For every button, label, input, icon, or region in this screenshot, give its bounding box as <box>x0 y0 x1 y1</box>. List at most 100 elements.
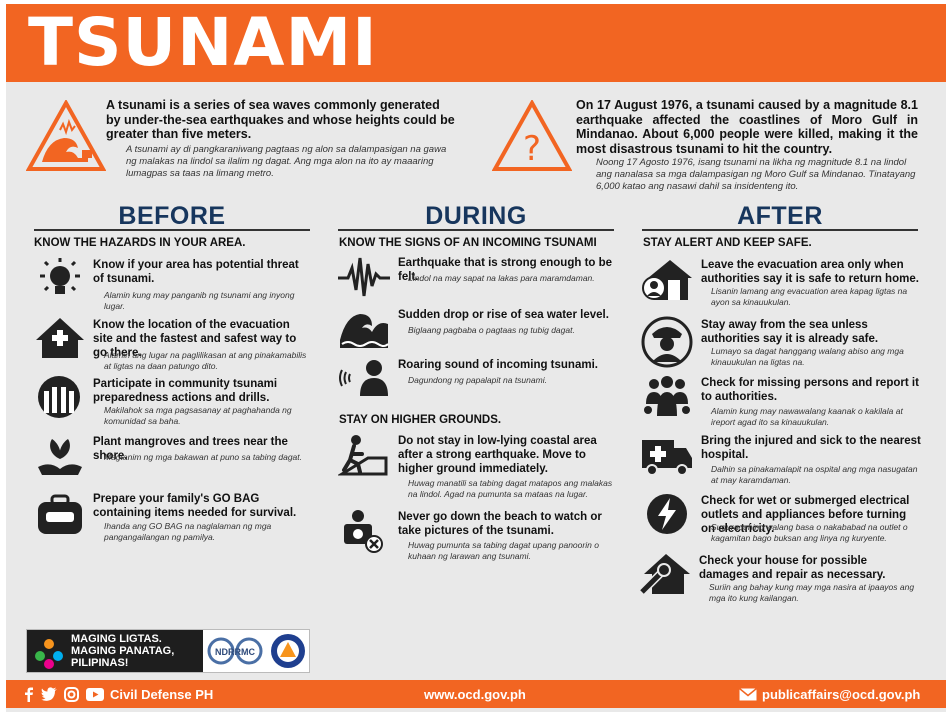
before-item-text: Prepare your family's GO BAG containing … <box>93 493 297 519</box>
ocd-seal-logo <box>271 634 305 668</box>
no-camera-icon <box>344 510 383 553</box>
before-item: Prepare your family's GO BAG containing … <box>34 492 314 548</box>
page-title: TSUNAMI <box>28 4 378 81</box>
twitter-icon[interactable] <box>41 687 57 701</box>
after-item-subtext: Suriin ang bahay kung may mga nasira at … <box>709 582 915 603</box>
after-heading: STAY ALERT AND KEEP SAFE. <box>643 237 812 249</box>
after-item: Leave the evacuation area only when auth… <box>640 258 920 314</box>
before-item: Know the location of the evacuation site… <box>34 316 314 374</box>
return-home-icon <box>642 260 692 300</box>
during-heading: KNOW THE SIGNS OF AN INCOMING TSUNAMI <box>339 237 597 249</box>
before-item-subtext: Alamin ang lugar na paglilikasan at ang … <box>104 350 307 371</box>
before-item: Plant mangroves and trees near the shore… <box>34 433 314 483</box>
before-item: Participate in community tsunami prepare… <box>34 375 314 427</box>
before-heading: KNOW THE HAZARDS IN YOUR AREA. <box>34 237 246 249</box>
maging-ligtas-logo: MAGING LIGTAS. MAGING PANATAG, PILIPINAS… <box>27 630 203 672</box>
after-item-text: Check for missing persons and report it … <box>701 377 919 403</box>
group-people-icon <box>644 376 690 416</box>
footer-bar: Civil Defense PH www.ocd.gov.ph publicaf… <box>6 680 946 708</box>
after-item-text: Stay away from the sea unless authoritie… <box>701 319 879 345</box>
before-item-subtext: Alamin kung may panganib ng tsunami ang … <box>104 290 295 311</box>
intro-left-english: A tsunami is a series of sea waves commo… <box>106 98 455 141</box>
logo-line-2: MAGING PANATAG, <box>71 645 175 657</box>
seismograph-icon <box>338 257 390 297</box>
after-item-text: Check for wet or submerged electrical ou… <box>701 495 910 535</box>
during-item-text: Sudden drop or rise of sea water level. <box>398 309 609 321</box>
before-item-text: Know if your area has potential threat o… <box>93 259 299 285</box>
during-title: DURING <box>425 202 527 230</box>
evacuation-house-icon <box>36 318 84 358</box>
before-item-text: Participate in community tsunami prepare… <box>93 378 278 404</box>
house-repair-icon <box>639 554 690 595</box>
after-item: Bring the injured and sick to the neares… <box>640 432 921 488</box>
during-heading-2: STAY ON HIGHER GROUNDS. <box>339 414 502 426</box>
after-item-text: Check your house for possible damages an… <box>699 555 886 581</box>
intro-left-tagalog: A tsunami ay di pangkaraniwang pagtaas n… <box>126 144 447 179</box>
during-item: Sudden drop or rise of sea water level. … <box>338 306 618 352</box>
logo-line-1: MAGING LIGTAS. <box>71 633 162 645</box>
svg-text:?: ? <box>523 129 541 169</box>
before-item-text: Plant mangroves and trees near the shore… <box>93 436 288 462</box>
listening-person-icon <box>339 360 388 396</box>
footer-website[interactable]: www.ocd.gov.ph <box>424 687 526 702</box>
during-item-2: Do not stay in low-lying coastal area af… <box>338 432 618 500</box>
during-item: Roaring sound of incoming tsunami. Dagun… <box>338 356 618 400</box>
after-item-text: Leave the evacuation area only when auth… <box>701 259 919 285</box>
after-item: Check your house for possible damages an… <box>638 552 920 608</box>
partner-logos: MAGING LIGTAS. MAGING PANATAG, PILIPINAS… <box>26 629 310 673</box>
during-item-text: Do not stay in low-lying coastal area af… <box>398 435 597 475</box>
during-item-subtext: Dagundong ng papalapit na tsunami. <box>408 375 547 385</box>
question-warning-icon: ? <box>492 100 572 171</box>
after-item-subtext: Lisanin lamang ang evacuation area kapag… <box>711 286 908 307</box>
during-item-subtext: Huwag manatili sa tabing dagat matapos a… <box>408 478 613 499</box>
during-item-text: Earthquake that is strong enough to be f… <box>398 257 613 283</box>
during-item-subtext: Biglaang pagbaba o pagtaas ng tubig daga… <box>408 325 575 335</box>
plant-hand-icon <box>38 439 82 475</box>
after-item: Check for missing persons and report it … <box>640 374 920 430</box>
project-noah-logo <box>35 639 63 669</box>
after-item: Check for wet or submerged electrical ou… <box>640 492 920 548</box>
before-item-text: Know the location of the evacuation site… <box>93 319 297 359</box>
footer-brand[interactable]: Civil Defense PH <box>110 687 214 702</box>
during-item-subtext: Lindol na may sapat na lakas para maramd… <box>408 273 595 283</box>
tsunami-warning-icon <box>26 100 106 171</box>
during-item-2: Never go down the beach to watch or take… <box>338 508 618 566</box>
intro-right-tagalog: Noong 17 Agosto 1976, isang tsunami na l… <box>596 157 916 192</box>
after-item-subtext: Suguraduhing walang basa o nakababad na … <box>711 522 908 543</box>
mail-icon <box>739 688 757 701</box>
during-item-text: Never go down the beach to watch or take… <box>398 511 602 537</box>
instagram-icon[interactable] <box>64 687 79 702</box>
wave-icon <box>340 314 389 348</box>
after-item-subtext: Lumayo sa dagat hanggang walang abiso an… <box>711 346 904 367</box>
during-item: Earthquake that is strong enough to be f… <box>338 254 618 300</box>
after-item-text: Bring the injured and sick to the neares… <box>701 435 921 461</box>
climbing-person-icon <box>338 435 388 476</box>
after-rule <box>642 229 918 231</box>
during-rule <box>338 229 614 231</box>
before-title: BEFORE <box>118 202 226 230</box>
ndrrmc-logo: NDRRMC <box>207 632 263 670</box>
during-item-text: Roaring sound of incoming tsunami. <box>398 359 598 371</box>
during-item-subtext: Huwag pumunta sa tabing dagat upang pano… <box>408 540 599 561</box>
electric-icon <box>647 494 687 534</box>
before-item-subtext: Ihanda ang GO BAG na naglalaman ng mga p… <box>104 521 272 542</box>
intro-right-english: On 17 August 1976, a tsunami caused by a… <box>576 98 918 156</box>
facebook-icon[interactable] <box>23 687 35 702</box>
before-item-subtext: Makilahok sa mga pagsasanay at paghahand… <box>104 405 292 426</box>
after-item: Stay away from the sea unless authoritie… <box>640 316 920 372</box>
after-title: AFTER <box>737 202 823 230</box>
ambulance-icon <box>642 440 692 476</box>
before-item: Know if your area has potential threat o… <box>34 256 314 311</box>
raised-hands-icon <box>38 376 80 418</box>
youtube-icon[interactable] <box>86 688 104 701</box>
header-banner: TSUNAMI <box>6 4 946 82</box>
bulb-icon <box>40 258 80 294</box>
go-bag-icon <box>38 494 82 534</box>
logo-line-3: PILIPINAS! <box>71 657 129 669</box>
after-item-subtext: Alamin kung may nawawalang kaanak o kaki… <box>711 406 903 427</box>
before-item-subtext: Magtanim ng mga bakawan at puno sa tabin… <box>104 452 302 462</box>
authority-icon <box>641 316 693 368</box>
after-item-subtext: Dalhin sa pinakamalapit na ospital ang m… <box>711 464 918 485</box>
footer-email[interactable]: publicaffairs@ocd.gov.ph <box>762 687 921 702</box>
